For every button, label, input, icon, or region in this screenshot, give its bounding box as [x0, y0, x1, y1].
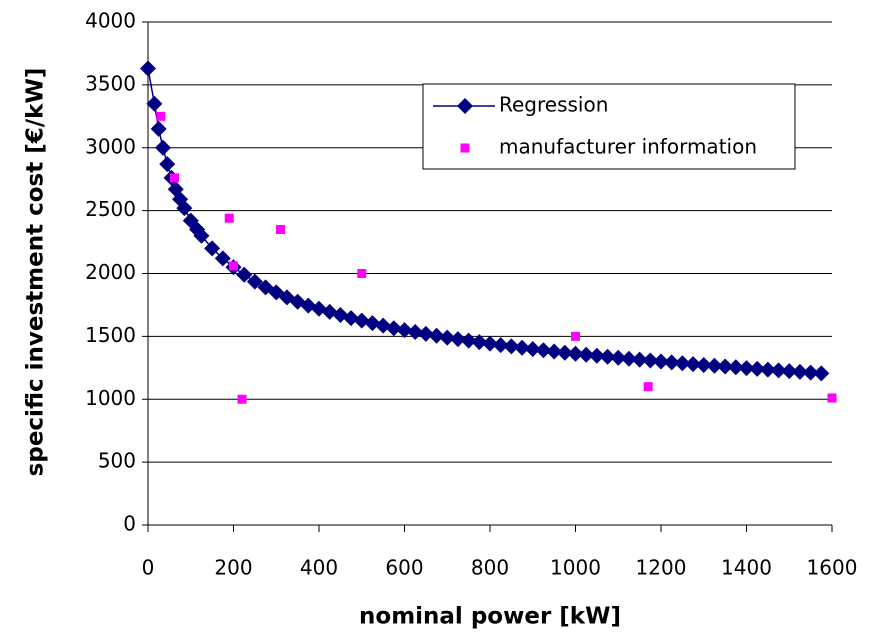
diamond-marker: [620, 350, 637, 367]
x-axis-title: nominal power [kW]: [359, 604, 621, 630]
diamond-marker: [154, 139, 171, 156]
diamond-marker: [706, 357, 723, 374]
diamond-marker: [663, 354, 680, 371]
diamond-marker: [599, 348, 616, 365]
diamond-marker: [749, 360, 766, 377]
diamond-marker: [813, 365, 830, 382]
x-tick-label: 0: [142, 556, 155, 580]
diamond-marker: [578, 346, 595, 363]
diamond-marker: [588, 347, 605, 364]
diamond-marker: [159, 156, 176, 173]
diamond-marker: [176, 200, 193, 217]
diamond-marker: [236, 266, 253, 283]
diamond-marker: [364, 315, 381, 332]
diamond-marker: [642, 352, 659, 369]
diamond-marker: [759, 361, 776, 378]
diamond-marker: [492, 337, 509, 354]
diamond-marker: [460, 332, 477, 349]
diamond-marker: [738, 360, 755, 377]
square-marker: [276, 224, 286, 234]
diamond-marker: [653, 353, 669, 370]
diamond-marker: [204, 240, 221, 257]
square-marker: [170, 173, 180, 183]
diamond-marker: [546, 343, 563, 360]
diamond-marker: [482, 335, 498, 352]
square-marker: [237, 394, 247, 404]
diamond-marker: [457, 98, 473, 114]
x-tick-label: 1000: [550, 556, 601, 580]
x-tick-label: 1200: [636, 556, 687, 580]
diamond-marker: [695, 357, 712, 374]
x-tick-label: 400: [300, 556, 338, 580]
diamond-marker: [567, 345, 584, 362]
diamond-marker: [396, 322, 413, 339]
legend-box: [422, 83, 796, 170]
diamond-marker: [770, 362, 787, 379]
diamond-marker: [449, 331, 466, 348]
diamond-marker: [150, 120, 167, 137]
diamond-marker: [685, 356, 702, 373]
diamond-marker: [375, 317, 392, 334]
square-marker: [643, 382, 653, 392]
y-tick-label: 4000: [85, 9, 136, 33]
square-marker: [827, 393, 837, 403]
y-tick-label: 0: [123, 512, 136, 536]
y-tick-label: 1000: [85, 386, 136, 410]
y-tick-label: 3500: [85, 71, 136, 95]
diamond-marker: [610, 349, 627, 366]
diamond-marker: [428, 327, 445, 344]
y-tick-label: 2000: [85, 260, 136, 284]
square-marker: [224, 213, 234, 223]
diamond-marker: [535, 342, 552, 359]
square-marker: [571, 331, 580, 341]
legend-label: Regression: [499, 93, 608, 117]
diamond-marker: [717, 358, 734, 375]
y-tick-label: 2500: [85, 197, 136, 221]
diamond-marker: [343, 310, 360, 327]
diamond-marker: [802, 364, 819, 381]
diamond-marker: [146, 95, 163, 112]
diamond-marker: [524, 340, 541, 357]
square-marker: [460, 143, 470, 153]
y-tick-label: 1500: [85, 323, 136, 347]
diamond-marker: [471, 334, 488, 351]
diamond-marker: [514, 339, 531, 356]
diamond-marker: [385, 320, 402, 337]
square-marker: [156, 111, 166, 121]
diamond-marker: [353, 312, 370, 329]
diamond-marker: [503, 338, 520, 355]
diamond-marker: [417, 325, 434, 342]
diamond-marker: [556, 344, 573, 361]
diamond-marker: [631, 351, 648, 368]
diamond-marker: [193, 227, 210, 244]
square-marker: [229, 261, 238, 271]
y-tick-label: 500: [98, 449, 136, 473]
y-tick-label: 3000: [85, 134, 136, 158]
y-axis-title: specific investment cost [€/kW]: [23, 68, 49, 477]
diamond-marker: [791, 363, 808, 380]
diamond-marker: [140, 60, 156, 77]
x-tick-label: 600: [385, 556, 423, 580]
x-tick-label: 200: [214, 556, 252, 580]
diamond-marker: [246, 273, 263, 290]
diamond-marker: [439, 329, 456, 346]
diamond-marker: [674, 355, 691, 372]
x-tick-label: 1400: [721, 556, 772, 580]
diamond-marker: [214, 250, 231, 267]
legend-label: manufacturer information: [499, 135, 757, 159]
diamond-marker: [781, 363, 798, 380]
diamond-marker: [407, 323, 424, 340]
diamond-marker: [727, 359, 744, 376]
x-tick-label: 800: [471, 556, 509, 580]
x-tick-label: 1600: [807, 556, 858, 580]
square-marker: [357, 269, 367, 278]
